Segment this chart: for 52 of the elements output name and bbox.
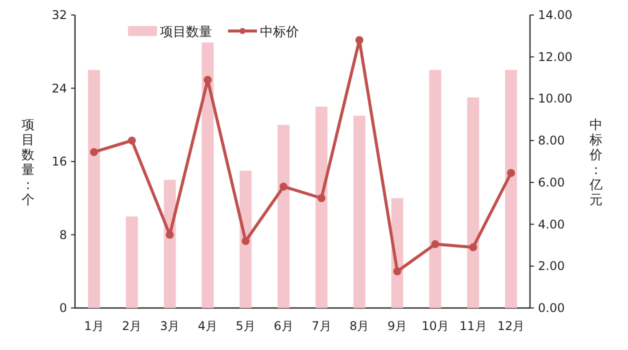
bar	[202, 42, 214, 308]
y-axis-title: 项目数量：个	[22, 118, 34, 208]
x-tick-label: 10月	[422, 319, 449, 333]
y2-tick-label: 12.00	[538, 50, 572, 64]
bar	[126, 216, 138, 308]
point	[128, 136, 136, 145]
point	[393, 267, 402, 276]
legend-label: 中标价	[260, 25, 299, 40]
bar	[240, 170, 252, 308]
x-tick-label: 5月	[236, 319, 256, 333]
point	[90, 148, 98, 156]
point	[242, 237, 250, 246]
point	[431, 240, 440, 248]
y2-tick-label: 8.00	[538, 134, 565, 148]
x-tick-label: 11月	[459, 319, 487, 333]
x-tick-label: 9月	[387, 319, 408, 333]
point	[317, 194, 326, 202]
bar	[505, 70, 518, 308]
bar	[429, 70, 442, 308]
y-tick-label: 24	[52, 81, 67, 96]
bar	[315, 106, 328, 308]
y2-tick-label: 2.00	[538, 259, 565, 274]
x-tick-label: 12月	[497, 319, 525, 333]
y2-axis-title: 中标价：亿元	[588, 118, 602, 208]
x-tick-label: 2月	[122, 319, 142, 333]
bar	[353, 116, 366, 308]
point	[469, 243, 478, 252]
point	[355, 36, 364, 44]
bar	[467, 97, 480, 308]
x-tick-label: 3月	[160, 319, 180, 333]
x-tick-label: 4月	[198, 319, 218, 333]
y-tick-label: 8	[59, 228, 67, 242]
y-tick-label: 0	[59, 301, 67, 315]
x-tick-label: 1月	[84, 319, 104, 333]
y2-tick-label: 6.00	[538, 175, 565, 190]
y-tick-label: 16	[52, 154, 67, 168]
x-tick-label: 8月	[350, 319, 370, 333]
y2-tick-label: 10.00	[538, 92, 572, 106]
x-tick-label: 6月	[274, 319, 294, 333]
point	[166, 230, 174, 239]
y2-tick-label: 4.00	[538, 217, 565, 232]
legend-label: 项目数量	[160, 25, 212, 40]
point	[507, 169, 516, 178]
point	[280, 182, 288, 191]
bar	[164, 180, 176, 308]
y-tick-label: 32	[52, 8, 67, 22]
x-tick-label: 7月	[312, 319, 332, 333]
bar	[278, 124, 290, 308]
bar	[88, 70, 100, 308]
y2-tick-label: 14.00	[538, 8, 572, 22]
y2-tick-label: 0.00	[538, 301, 565, 315]
point	[204, 76, 212, 84]
